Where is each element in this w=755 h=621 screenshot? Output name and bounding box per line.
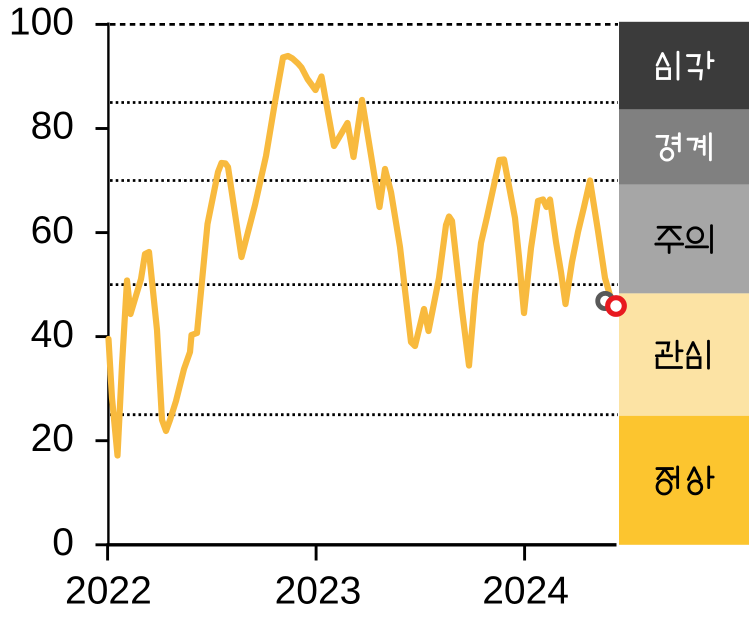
svg-text:2024: 2024	[482, 570, 569, 613]
svg-text:2022: 2022	[65, 570, 152, 613]
svg-text:40: 40	[31, 313, 74, 356]
svg-text:60: 60	[31, 209, 74, 252]
svg-text:20: 20	[31, 417, 74, 460]
svg-text:0: 0	[52, 521, 74, 564]
svg-text:100: 100	[9, 1, 74, 44]
svg-text:2023: 2023	[275, 570, 362, 613]
svg-text:80: 80	[31, 105, 74, 148]
